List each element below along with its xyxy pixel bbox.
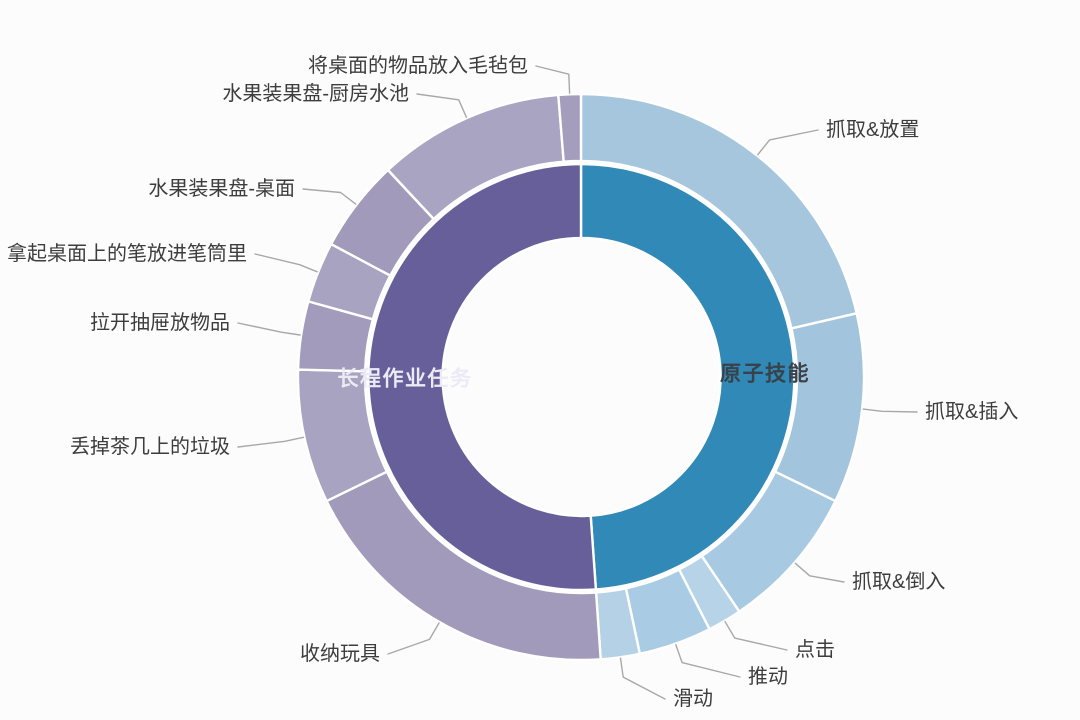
segment-atomic-skills[interactable] — [579, 162, 796, 591]
label-click: 点击 — [795, 638, 835, 661]
leader-line-grab-insert — [862, 408, 918, 413]
segment-felt-bag[interactable] — [557, 92, 583, 163]
label-grab-insert: 抓取&插入 — [925, 400, 1018, 423]
leader-line-grab-place — [757, 129, 819, 156]
label-throw-trash: 丢掉茶几上的垃圾 — [70, 435, 230, 458]
ring-label-atomic-skills: 原子技能 — [720, 362, 810, 386]
label-store-toys: 收纳玩具 — [300, 642, 380, 665]
leader-line-felt-bag — [535, 65, 571, 94]
label-pen-to-holder: 拿起桌面上的笔放进笔筒里 — [7, 241, 247, 265]
ring-label-long-horizon-tasks: 长程作业任务 — [338, 367, 473, 391]
leader-line-throw-trash — [237, 436, 305, 448]
label-fruit-plate-table: 水果装果盘-桌面 — [148, 177, 295, 200]
leader-line-click — [724, 621, 788, 651]
label-open-drawer: 拉开抽屉放物品 — [90, 311, 230, 334]
segment-long-horizon-tasks[interactable] — [367, 162, 598, 592]
label-fruit-plate-sink: 水果装果盘-厨房水池 — [222, 82, 409, 105]
leader-line-fruit-plate-sink — [416, 93, 468, 118]
label-grab-place: 抓取&放置 — [826, 118, 919, 141]
label-slide: 滑动 — [673, 687, 713, 710]
label-felt-bag: 将桌面的物品放入毛毡包 — [308, 54, 528, 77]
leader-line-fruit-plate-table — [302, 188, 357, 205]
leader-line-push — [675, 644, 741, 678]
label-push: 推动 — [748, 665, 788, 688]
label-grab-pour: 抓取&倒入 — [852, 570, 945, 593]
leader-line-pen-to-holder — [254, 253, 318, 273]
leader-line-open-drawer — [237, 322, 301, 336]
leader-line-slide — [619, 657, 666, 700]
leader-line-store-toys — [387, 622, 440, 655]
leader-line-grab-pour — [794, 562, 845, 583]
